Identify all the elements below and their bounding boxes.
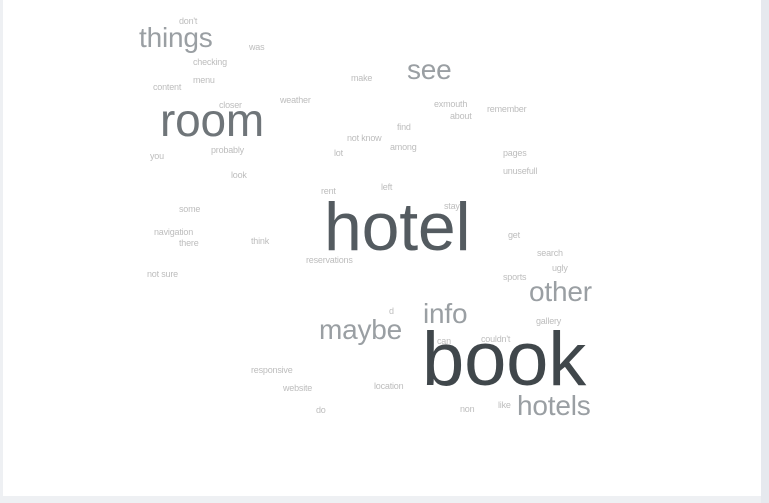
- word-rent: rent: [321, 186, 336, 196]
- word-responsive: responsive: [251, 365, 293, 375]
- word-other: other: [529, 276, 592, 307]
- word-sports: sports: [503, 272, 527, 282]
- word-dont: don't: [179, 16, 198, 26]
- word-do: do: [316, 405, 326, 415]
- word-weather: weather: [280, 95, 311, 105]
- word-gallery: gallery: [536, 316, 562, 326]
- word-think: think: [251, 236, 270, 246]
- word-content: content: [153, 82, 182, 92]
- word-hotels: hotels: [517, 390, 591, 421]
- word-find: find: [397, 122, 411, 132]
- word-like: like: [498, 400, 511, 410]
- word-left: left: [381, 182, 393, 192]
- word-location: location: [374, 381, 404, 391]
- word-make: make: [351, 73, 373, 83]
- word-not-know: not know: [347, 133, 382, 143]
- word-get: get: [508, 230, 520, 240]
- word-see: see: [407, 54, 452, 85]
- word-reservations: reservations: [306, 255, 353, 265]
- word-room: room: [160, 94, 265, 146]
- word-look: look: [231, 170, 247, 180]
- word-things: things: [139, 22, 213, 53]
- word-checking: checking: [193, 57, 227, 67]
- word-pages: pages: [503, 148, 527, 158]
- word-stay: stay: [444, 201, 460, 211]
- word-about: about: [450, 111, 472, 121]
- scrollbar-track[interactable]: [761, 0, 769, 503]
- word-menu: menu: [193, 75, 215, 85]
- word-can: can: [437, 336, 451, 346]
- word-book: book: [422, 317, 587, 402]
- word-website: website: [283, 383, 313, 393]
- word-cloud-panel: [3, 0, 761, 496]
- word-d: d: [389, 306, 394, 316]
- word-non: non: [460, 404, 475, 414]
- word-couldnt: couldn't: [481, 334, 511, 344]
- word-some: some: [179, 204, 201, 214]
- word-unusefull: unusefull: [503, 166, 538, 176]
- word-not-sure: not sure: [147, 269, 178, 279]
- word-probably: probably: [211, 145, 244, 155]
- word-search: search: [537, 248, 563, 258]
- word-you: you: [150, 151, 164, 161]
- word-info: info: [423, 298, 468, 329]
- word-ugly: ugly: [552, 263, 568, 273]
- word-exmouth: exmouth: [434, 99, 468, 109]
- word-was: was: [249, 42, 265, 52]
- word-lot: lot: [334, 148, 343, 158]
- word-navigation: navigation: [154, 227, 194, 237]
- word-remember: remember: [487, 104, 527, 114]
- word-closer: closer: [219, 100, 242, 110]
- word-among: among: [390, 142, 417, 152]
- word-hotel: hotel: [324, 189, 471, 265]
- word-maybe: maybe: [319, 314, 403, 345]
- word-there: there: [179, 238, 199, 248]
